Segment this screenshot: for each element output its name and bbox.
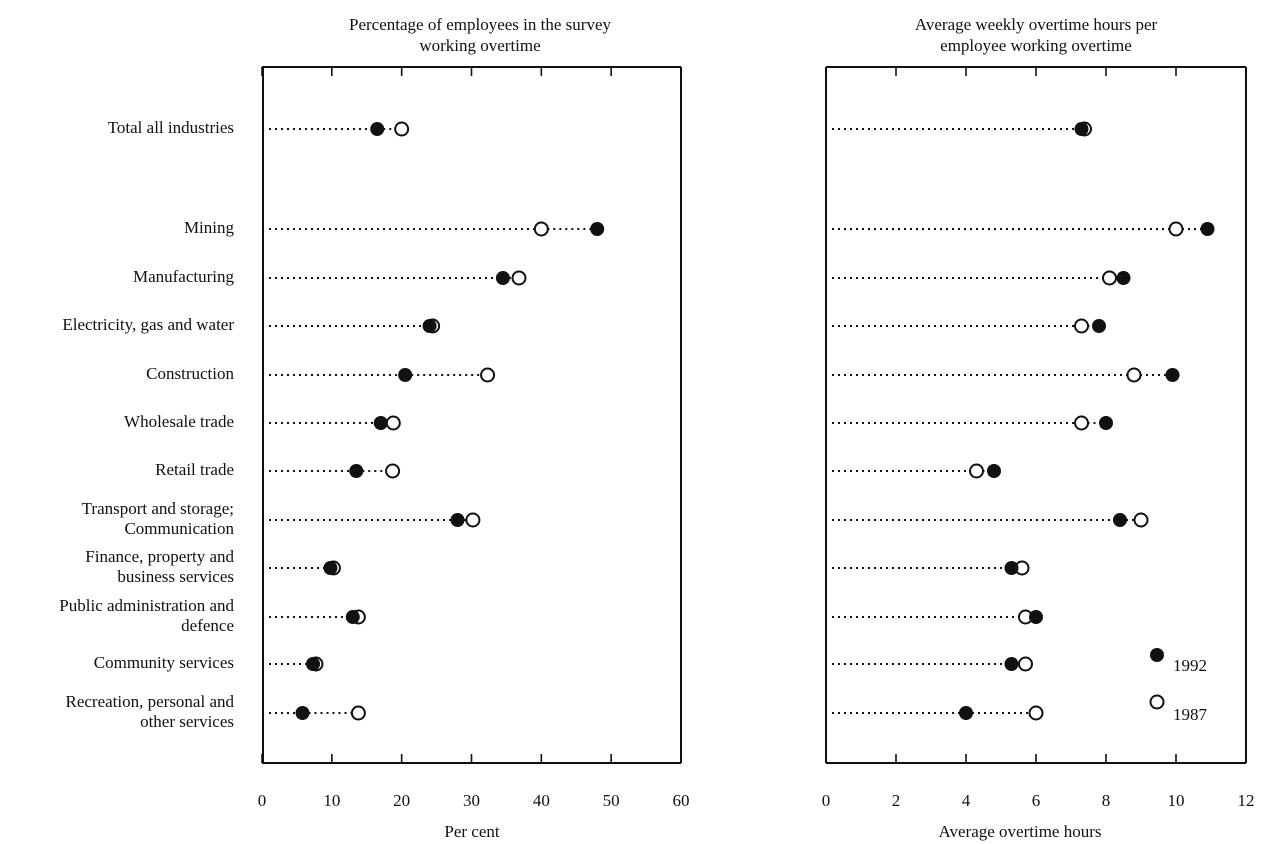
x-tick-label: 30: [463, 791, 480, 810]
category-label-line: Community services: [93, 653, 234, 672]
category-label-line: Construction: [146, 364, 234, 383]
point-1987: [1074, 415, 1089, 431]
point-1987: [385, 415, 401, 431]
point-1992: [1004, 657, 1019, 671]
right-title-line-2: employee working overtime: [940, 36, 1132, 55]
category-label: Public administration and defence: [59, 596, 234, 636]
x-tick-label: 20: [393, 791, 410, 810]
point-1987: [394, 121, 410, 137]
point-1987: [350, 705, 366, 721]
legend-marker-1992: [1150, 648, 1164, 662]
point-1992: [590, 222, 605, 236]
x-tick-label: 8: [1102, 791, 1111, 810]
category-label-line: Total all industries: [107, 118, 234, 137]
category-label: Community services: [94, 653, 234, 673]
point-1992: [323, 561, 338, 575]
point-1992: [398, 368, 413, 382]
category-label-line: Public administration and: [59, 596, 234, 615]
category-label-line: Recreation, personal and: [65, 692, 234, 711]
category-label: Electricity, gas and water: [62, 315, 234, 335]
legend-label-1987: 1987: [1173, 705, 1208, 724]
point-1992: [1092, 319, 1106, 333]
category-label-line: Retail trade: [155, 460, 234, 479]
point-1992: [305, 657, 320, 671]
right-x-axis-title: Average overtime hours: [938, 822, 1102, 841]
point-1992: [1029, 610, 1043, 624]
point-1992: [349, 464, 364, 478]
category-label: Retail trade: [155, 460, 234, 480]
point-1992: [373, 416, 388, 430]
left-title-line-2: working overtime: [419, 36, 541, 55]
left-panel-title: Percentage of employees in the survey wo…: [262, 14, 698, 56]
point-1987: [1018, 656, 1033, 672]
point-1992: [495, 271, 510, 285]
category-label-line: business services: [117, 567, 234, 586]
right-panel-title: Average weekly overtime hours per employ…: [826, 14, 1246, 56]
point-1992: [1165, 368, 1180, 382]
category-label-line: other services: [140, 712, 234, 731]
category-label-line: Electricity, gas and water: [62, 315, 234, 334]
category-label-line: Finance, property and: [85, 547, 234, 566]
category-label: Recreation, personal and other services: [65, 692, 234, 732]
x-tick-label: 10: [1168, 791, 1185, 810]
point-1987: [511, 270, 527, 286]
x-tick-label: 0: [822, 791, 831, 810]
point-1992: [1113, 513, 1127, 527]
point-1987: [465, 512, 481, 528]
point-1992: [959, 706, 973, 720]
x-tick-label: 6: [1032, 791, 1041, 810]
category-label-line: Manufacturing: [132, 267, 234, 286]
x-tick-label: 60: [673, 791, 690, 810]
point-1992: [345, 610, 360, 624]
x-tick-label: 2: [892, 791, 901, 810]
point-1987: [1168, 221, 1184, 237]
category-label: Wholesale trade: [124, 412, 234, 432]
right-title-line-1: Average weekly overtime hours per: [914, 15, 1158, 34]
legend: 1992 1987: [1149, 648, 1208, 724]
point-1992: [987, 464, 1001, 478]
left-x-axis-title: Per cent: [444, 822, 500, 841]
x-tick-label: 12: [1238, 791, 1255, 810]
legend-label-1992: 1992: [1173, 656, 1207, 675]
point-1987: [480, 367, 496, 383]
x-tick-label: 10: [323, 791, 340, 810]
point-1992: [1074, 122, 1089, 136]
point-1987: [1028, 705, 1044, 721]
x-tick-label: 4: [962, 791, 971, 810]
point-1987: [533, 221, 549, 237]
point-1987: [969, 463, 984, 479]
point-1992: [1200, 222, 1215, 236]
point-1987: [1133, 512, 1149, 528]
left-title-line-1: Percentage of employees in the survey: [349, 15, 611, 34]
category-label-line: Communication: [124, 519, 234, 538]
point-1987: [1102, 270, 1117, 286]
point-1992: [1099, 416, 1113, 430]
point-1992: [295, 706, 310, 720]
category-label: Finance, property and business services: [85, 547, 234, 587]
point-1987: [1126, 367, 1142, 383]
category-label: Transport and storage; Communication: [82, 499, 234, 539]
legend-marker-1987: [1149, 694, 1165, 710]
category-label: Total all industries: [108, 118, 234, 138]
x-tick-label: 0: [258, 791, 267, 810]
category-label: Mining: [184, 218, 234, 238]
point-1987: [1074, 318, 1089, 334]
category-label: Construction: [146, 364, 234, 384]
category-label-line: Transport and storage;: [81, 499, 234, 518]
point-1992: [1116, 271, 1131, 285]
right-panel: 0 2 4 6 8 10 12: [822, 66, 1255, 810]
category-label-line: Mining: [183, 218, 234, 237]
x-tick-label: 40: [533, 791, 550, 810]
point-1987: [385, 463, 401, 479]
left-panel: 0 10 20 30 40 50 60: [258, 66, 690, 810]
point-1992: [1004, 561, 1019, 575]
point-1992: [450, 513, 465, 527]
category-label-line: Wholesale trade: [124, 412, 234, 431]
point-1992: [422, 319, 437, 333]
category-label: Manufacturing: [133, 267, 234, 287]
x-tick-label: 50: [603, 791, 620, 810]
category-label-line: defence: [181, 616, 234, 635]
point-1992: [370, 122, 385, 136]
